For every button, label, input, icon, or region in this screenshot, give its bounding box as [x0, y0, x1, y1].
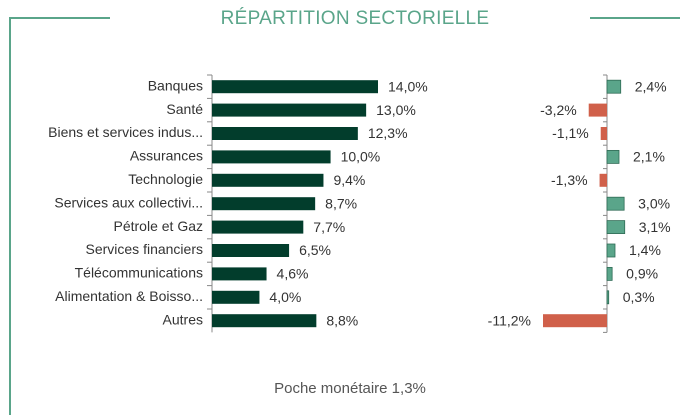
bar [606, 243, 616, 258]
bar [212, 127, 358, 140]
bar [543, 314, 607, 328]
bar [606, 196, 625, 211]
value-label: 1,4% [629, 242, 661, 258]
bar [606, 220, 626, 235]
category-label: Banques [148, 77, 203, 93]
category-label: Biens et services indus... [48, 124, 203, 140]
value-label: 0,3% [623, 289, 655, 305]
value-label: -1,1% [552, 125, 589, 141]
bar [606, 79, 622, 94]
bar [212, 103, 367, 117]
bar [212, 244, 290, 257]
category-label: Santé [166, 101, 203, 117]
value-label: 9,4% [333, 172, 365, 188]
bar [606, 266, 613, 281]
value-label: 2,1% [633, 149, 665, 165]
bar [212, 220, 304, 234]
bar [588, 103, 607, 117]
category-label: Télécommunications [75, 265, 203, 281]
value-label: 14,0% [388, 78, 428, 94]
value-label: 13,0% [376, 102, 416, 118]
value-label: 0,9% [626, 266, 658, 282]
footnote: Poche monétaire 1,3% [274, 380, 426, 397]
value-label: 8,7% [325, 195, 357, 211]
value-label: 3,0% [638, 195, 670, 211]
value-label: 4,0% [269, 289, 301, 305]
value-label: 6,5% [299, 242, 331, 258]
value-label: -1,3% [551, 172, 588, 188]
bar [212, 314, 317, 328]
value-label: 10,0% [341, 149, 381, 165]
bar [212, 173, 324, 187]
value-label: 4,6% [277, 266, 309, 282]
value-label: -11,2% [488, 312, 531, 328]
value-label: 8,8% [326, 312, 358, 328]
bar [600, 127, 607, 140]
value-label: 12,3% [368, 125, 408, 141]
bar [212, 150, 331, 164]
bar [606, 290, 610, 305]
category-label: Alimentation & Boisso... [55, 288, 203, 304]
category-label: Autres [163, 311, 203, 327]
bar [212, 267, 267, 281]
value-label: 3,1% [639, 219, 671, 235]
category-label: Pétrole et Gaz [114, 218, 204, 234]
bar [599, 173, 607, 187]
chart-title: RÉPARTITION SECTORIELLE [221, 8, 490, 29]
bar [212, 290, 260, 304]
bar [606, 149, 620, 164]
value-label: 7,7% [313, 219, 345, 235]
bar [212, 197, 316, 211]
category-label: Technologie [128, 171, 203, 187]
category-label: Services aux collectivi... [54, 194, 203, 210]
value-label: 2,4% [635, 78, 667, 94]
value-label: -3,2% [540, 102, 577, 118]
category-label: Assurances [130, 148, 203, 164]
category-label: Services financiers [86, 241, 204, 257]
bar [212, 80, 378, 94]
